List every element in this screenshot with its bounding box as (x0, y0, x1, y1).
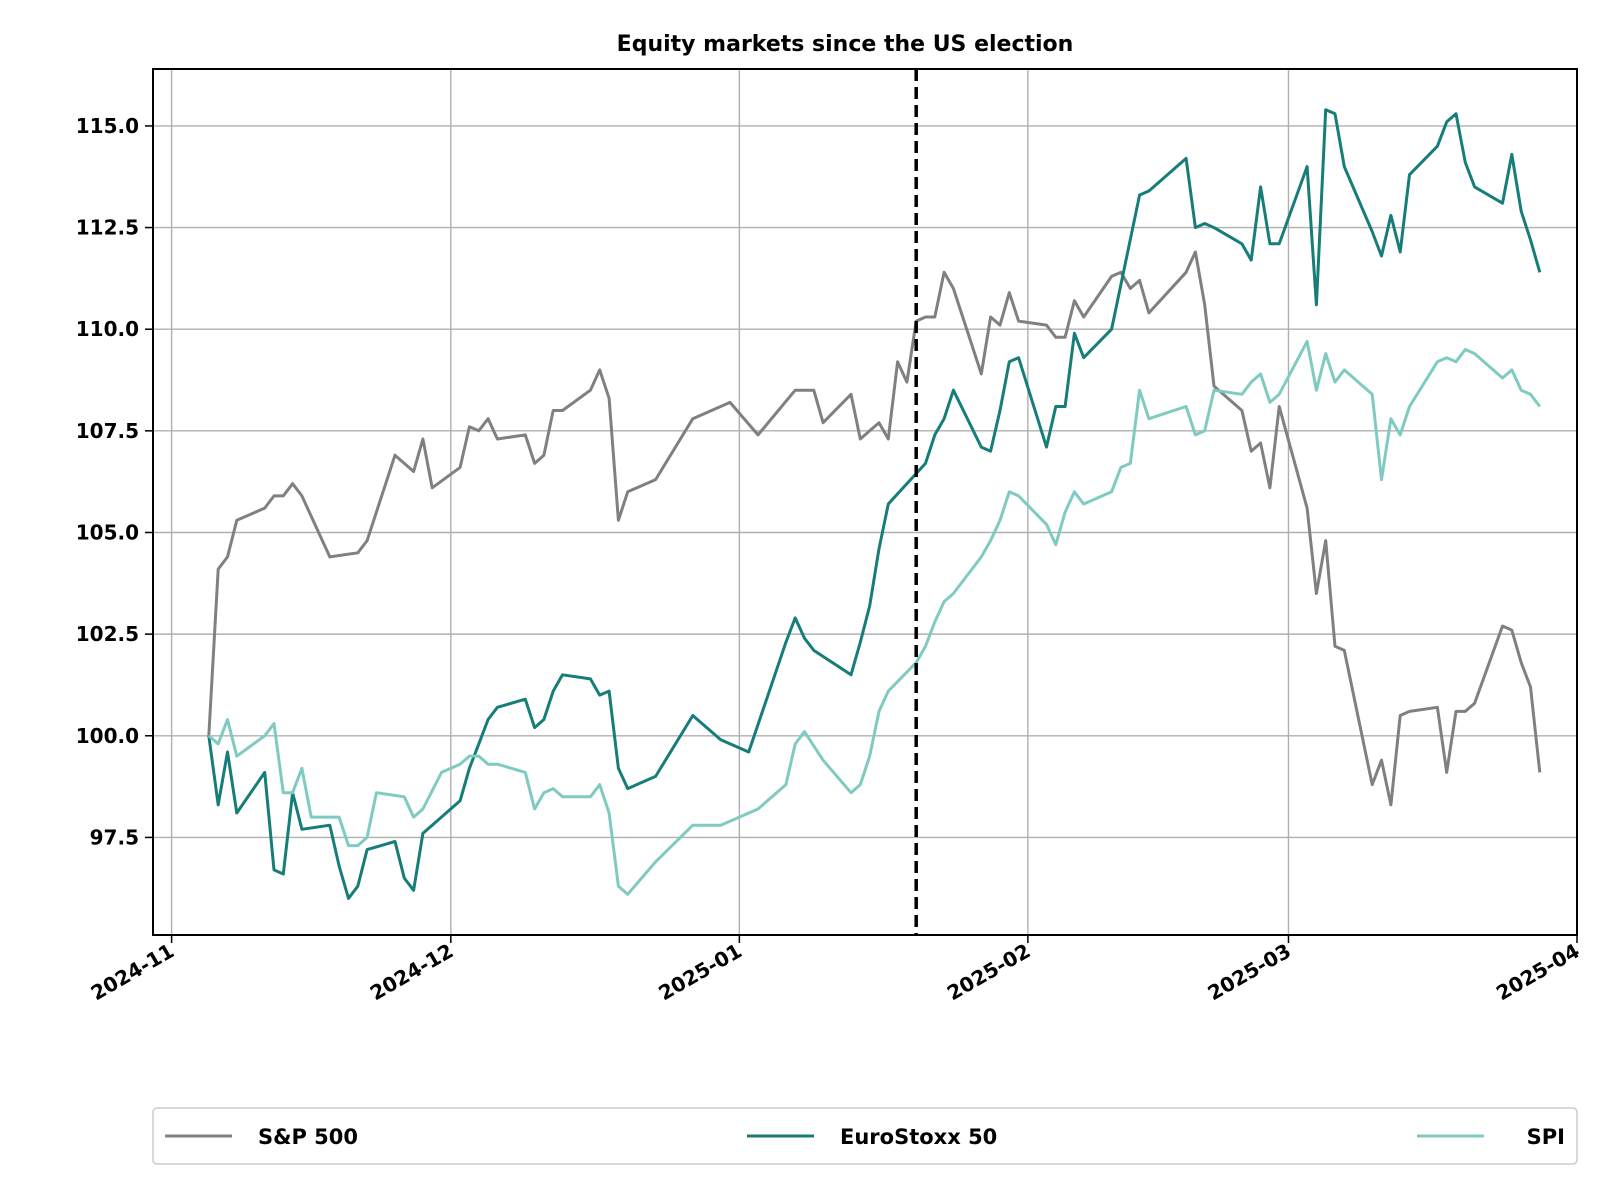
y-tick-label: 112.5 (76, 216, 139, 240)
legend-label: SPI (1527, 1125, 1565, 1149)
chart-title: Equity markets since the US election (617, 32, 1074, 57)
legend: S&P 500 EuroStoxx 50 SPI (152, 1107, 1578, 1165)
plot-area-frame (152, 68, 1578, 936)
y-tick-label: 107.5 (76, 419, 139, 443)
y-tick-label: 110.0 (76, 317, 139, 341)
y-tick-label: 115.0 (76, 114, 139, 138)
y-tick-label: 100.0 (76, 724, 139, 748)
legend-label: EuroStoxx 50 (840, 1125, 997, 1149)
y-tick-label: 105.0 (76, 520, 139, 544)
legend-label: S&P 500 (258, 1125, 358, 1149)
y-tick-label: 97.5 (90, 825, 139, 849)
series-lines (207, 108, 1542, 900)
y-axis: 97.5 100.0 102.5 105.0 107.5 110.0 112.5 115.0 (76, 114, 153, 849)
series-line-spi (207, 339, 1541, 896)
series-line-eurostoxx-50 (207, 108, 1542, 900)
legend-frame (152, 1107, 1578, 1165)
y-tick-label: 102.5 (76, 622, 139, 646)
series-line-s-p-500 (207, 250, 1542, 807)
